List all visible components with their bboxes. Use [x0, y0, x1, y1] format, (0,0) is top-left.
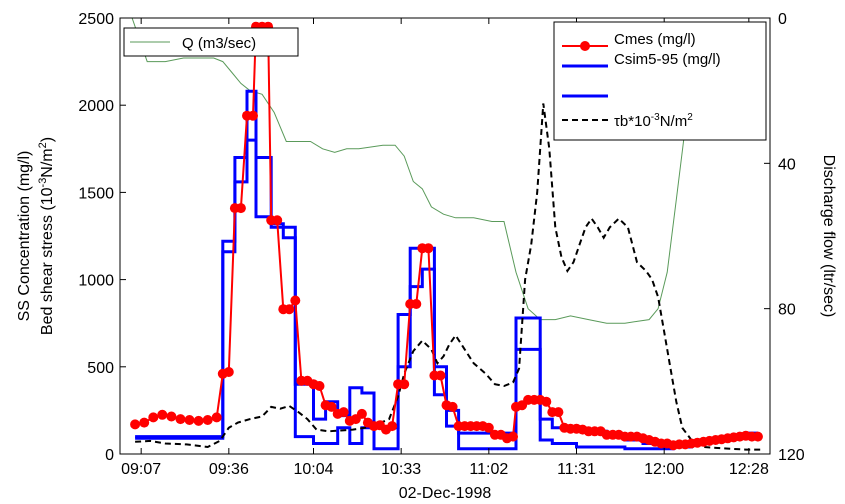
- cmes-marker: [223, 367, 234, 377]
- cmes-marker: [148, 412, 159, 423]
- legend-cmes-marker: [580, 41, 590, 51]
- x-tick-label: 10:33: [381, 461, 421, 478]
- cmes-marker: [211, 412, 222, 423]
- cmes-marker: [541, 396, 552, 407]
- legend-q: Q (m3/sec): [123, 27, 299, 57]
- cmes-marker: [356, 408, 367, 419]
- cmes-marker: [235, 203, 246, 214]
- cmes-marker: [157, 409, 168, 420]
- cmes-marker: [314, 381, 325, 391]
- cmes-marker: [399, 379, 410, 390]
- series-q-line: [131, 18, 758, 324]
- cmes-marker: [130, 419, 141, 430]
- x-tick-label: 12:00: [644, 461, 684, 478]
- x-tick-label: 11:31: [557, 461, 596, 478]
- y-left-tick-label: 500: [87, 360, 114, 377]
- legend-q-box: [123, 27, 299, 57]
- y-left-tick-label: 2500: [78, 11, 114, 28]
- cmes-marker: [284, 304, 295, 315]
- legend-csim-label: Csim5-95 (mg/l): [614, 51, 721, 68]
- cmes-marker: [387, 421, 398, 432]
- cmes-marker: [272, 215, 283, 226]
- cmes-marker: [166, 411, 177, 422]
- cmes-marker: [139, 417, 150, 428]
- cmes-marker: [290, 295, 301, 306]
- y-right-axis-label: Discharge flow (ltr/sec): [820, 155, 837, 318]
- x-axis-ticks: 09:07 09:36 10:04 10:33 11:02 11:31 12:00 12:28: [121, 18, 769, 478]
- cmes-marker: [752, 431, 763, 442]
- cmes-marker: [483, 422, 494, 433]
- y-left-axis-label-line1: SS Concentration (mg/l): [16, 151, 33, 322]
- cmes-marker: [435, 370, 446, 381]
- cmes-marker: [202, 415, 213, 425]
- x-tick-label: 12:28: [729, 461, 769, 478]
- y-left-axis-ticks: 0 500 1000 1500 2000 2500: [78, 11, 126, 464]
- cmes-marker: [326, 401, 337, 412]
- cmes-marker: [423, 243, 434, 254]
- cmes-marker: [248, 110, 258, 121]
- y-left-tick-label: 2000: [78, 98, 114, 115]
- legend-main: Cmes (mg/l) Csim5-95 (mg/l) τb*10-3N/m2: [553, 21, 767, 141]
- x-axis-label: 02-Dec-1998: [399, 485, 492, 502]
- cmes-marker: [553, 407, 564, 418]
- cmes-marker: [338, 407, 349, 418]
- cmes-marker: [411, 299, 422, 309]
- y-right-tick-label: 80: [778, 302, 796, 319]
- plot-frame: [119, 17, 771, 455]
- x-tick-label: 10:04: [293, 461, 333, 478]
- y-left-tick-label: 0: [105, 447, 114, 464]
- y-right-axis-ticks: 0 40 80 120: [764, 11, 805, 464]
- cmes-marker: [447, 401, 458, 412]
- cmes-marker: [193, 415, 204, 426]
- y-left-tick-label: 1000: [78, 273, 114, 290]
- y-right-tick-label: 40: [778, 156, 796, 173]
- y-right-tick-label: 120: [778, 447, 805, 464]
- legend-main-box: [553, 21, 767, 141]
- x-tick-label: 09:07: [121, 461, 161, 478]
- series-tau-line: [135, 103, 761, 451]
- legend-q-label: Q (m3/sec): [182, 35, 256, 52]
- x-tick-label: 11:02: [469, 461, 508, 478]
- y-left-axis-label-line2: Bed shear stress (10-3N/m2): [37, 137, 56, 335]
- legend-tau-label: τb*10-3N/m2: [614, 112, 693, 130]
- x-tick-label: 09:36: [209, 461, 249, 478]
- y-right-tick-label: 0: [778, 11, 787, 28]
- series-layer: [130, 18, 763, 451]
- cmes-marker: [184, 415, 195, 425]
- cmes-marker: [175, 414, 186, 425]
- legend-cmes-label: Cmes (mg/l): [614, 31, 696, 48]
- y-left-tick-label: 1500: [78, 185, 114, 202]
- cmes-marker: [508, 431, 518, 442]
